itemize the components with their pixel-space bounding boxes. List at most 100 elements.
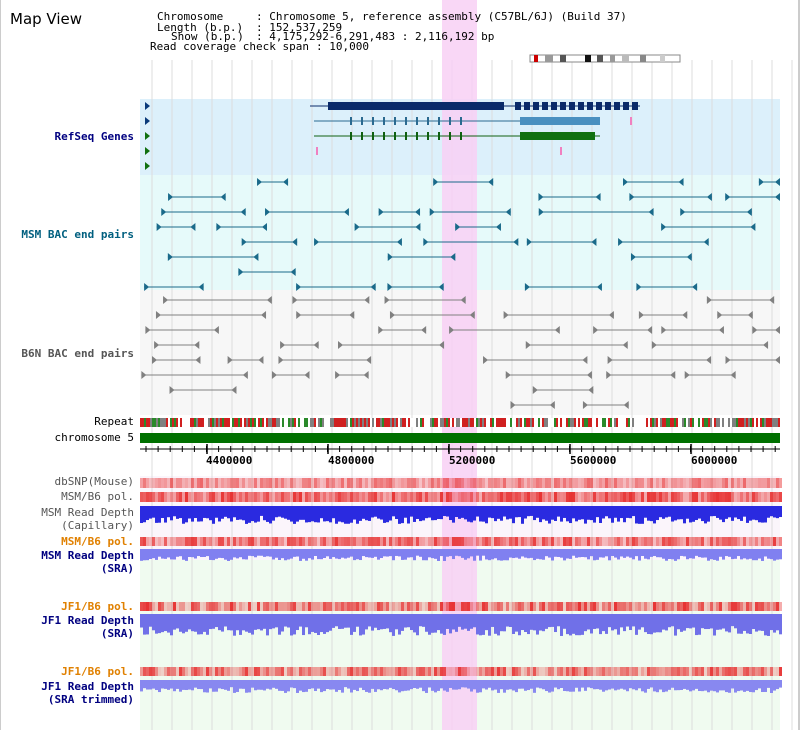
heat-cell [155,537,158,546]
track-label-msm-b6-pol-2[interactable]: MSM/B6 pol. [61,535,134,548]
heat-cell [218,667,221,676]
heat-cell [341,667,344,676]
heat-cell [179,602,182,611]
heat-cell [620,602,623,611]
heat-cell [290,667,293,676]
ideogram [529,54,681,63]
heat-cell [707,492,710,502]
depth-bar [464,549,467,560]
depth-bar [431,680,434,691]
track-label-jf1-b6-pol-2[interactable]: JF1/B6 pol. [61,665,134,678]
heat-cell [680,602,683,611]
heat-cell [377,602,380,611]
depth-bar [236,614,239,631]
heat-cell [665,537,668,546]
depth-bar [587,549,590,560]
depth-bar [296,549,299,557]
track-label-dbsnp[interactable]: dbSNP(Mouse) [54,475,134,488]
depth-bar [167,680,170,690]
heat-cell [194,602,197,611]
depth-bar [452,614,455,630]
repeat-cell [726,418,728,427]
depth-bar [548,549,551,558]
heat-cell [410,602,413,611]
track-label-jf1-b6-pol-1[interactable]: JF1/B6 pol. [61,600,134,613]
b6n-bac-pair-end [231,386,237,394]
track-label-msm-b6-pol-1[interactable]: MSM/B6 pol. [61,490,134,503]
heat-cell [287,492,290,502]
heat-cell [272,667,275,676]
depth-bar [692,680,695,691]
msm-bac-pair-end [513,238,519,246]
heat-cell [704,667,707,676]
b6n-bac-pair-end [141,371,147,379]
heat-cell [479,667,482,676]
track-label-repeat[interactable]: Repeat [94,415,134,428]
depth-bar [407,680,410,691]
gene-exon [542,102,548,110]
track-label-jf1-depth-trimmed[interactable]: JF1 Read Depth [41,680,134,693]
heat-cell [608,492,611,502]
depth-bar [299,680,302,691]
heat-cell [446,667,449,676]
b6n-bac-pair-end [775,326,780,334]
heat-cell [695,602,698,611]
repeat-cell [592,418,594,427]
track-label-b6n-bac[interactable]: B6N BAC end pairs [21,347,134,360]
depth-bar [779,680,782,688]
depth-bar [560,614,563,636]
depth-bar [758,680,761,689]
heat-cell [383,492,386,502]
depth-bar [746,549,749,560]
heat-cell [164,667,167,676]
heat-cell [764,602,767,611]
heat-cell [215,492,218,502]
heat-cell [284,667,287,676]
track-label-refseq-genes[interactable]: RefSeq Genes [54,130,134,143]
heat-cell [491,492,494,502]
heat-cell [269,537,272,546]
depth-bar [695,506,698,521]
depth-bar [278,506,281,517]
heat-cell [239,602,242,611]
heat-cell [614,478,617,488]
depth-bar [560,549,563,558]
depth-bar [623,680,626,690]
heat-cell [662,667,665,676]
heat-cell [308,492,311,502]
repeat-cell [242,418,244,427]
repeat-cell [524,418,526,427]
depth-bar [470,680,473,692]
heat-cell [152,478,155,488]
track-label-msm-depth-capillary[interactable]: MSM Read Depth [41,506,134,519]
heat-cell [506,602,509,611]
msm-bac-pair-end [292,238,298,246]
depth-bar [191,506,194,522]
depth-bar [260,549,263,556]
heat-cell [578,602,581,611]
track-label-jf1-depth-sra[interactable]: JF1 Read Depth [41,614,134,627]
heat-cell [542,478,545,488]
heat-cell [503,537,506,546]
depth-bar [140,680,143,692]
repeat-cell [440,418,442,427]
depth-bar [446,680,449,692]
heat-cell [389,537,392,546]
heat-cell [527,492,530,502]
depth-bar [440,549,443,557]
heat-cell [620,492,623,502]
depth-bar [374,614,377,628]
depth-bar [746,506,749,523]
track-label-msm-bac[interactable]: MSM BAC end pairs [21,228,134,241]
msm-bac-pair-end [378,208,384,216]
depth-bar [686,614,689,629]
track-label-msm-depth-sra[interactable]: MSM Read Depth [41,549,134,562]
repeat-cell [662,418,664,427]
heat-cell [764,492,767,502]
b6n-bac-pair-end [670,371,676,379]
heat-cell [626,602,629,611]
track-label-chromosome[interactable]: chromosome 5 [54,431,134,444]
heat-cell [584,492,587,502]
